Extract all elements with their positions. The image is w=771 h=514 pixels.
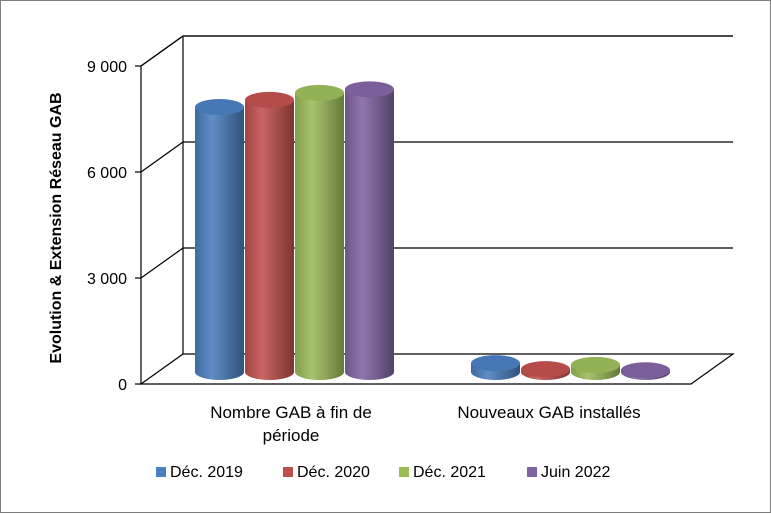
bar-top bbox=[471, 355, 520, 372]
bar-top bbox=[621, 362, 670, 379]
legend-label: Déc. 2021 bbox=[413, 464, 486, 481]
back-wall-edge bbox=[140, 35, 733, 67]
bar bbox=[521, 361, 570, 380]
bar-body bbox=[245, 99, 294, 380]
bar-top bbox=[245, 91, 294, 108]
legend-label: Déc. 2019 bbox=[170, 464, 243, 481]
bar-body bbox=[295, 92, 344, 380]
gridline bbox=[140, 35, 733, 67]
bars bbox=[195, 81, 670, 380]
bar bbox=[345, 81, 394, 380]
y-tick-label: 9 000 bbox=[87, 59, 127, 76]
y-axis-label: Evolution & Extension Réseau GAB bbox=[48, 92, 65, 363]
category-label: Nouveaux GAB installés bbox=[457, 403, 640, 422]
legend-swatch bbox=[399, 467, 409, 477]
y-tick-label: 6 000 bbox=[87, 165, 127, 182]
category-label: période bbox=[263, 426, 320, 445]
legend-item: Juin 2022 bbox=[527, 464, 610, 481]
legend-item: Déc. 2019 bbox=[156, 464, 243, 481]
bar-top bbox=[571, 356, 620, 373]
bar bbox=[245, 91, 294, 380]
y-tick-label: 0 bbox=[118, 377, 127, 394]
bar-top bbox=[195, 99, 244, 115]
gridline bbox=[140, 247, 733, 279]
bar bbox=[295, 84, 344, 380]
bar-body bbox=[345, 89, 394, 380]
bar bbox=[571, 356, 620, 380]
bar bbox=[471, 355, 520, 380]
category-label: Nombre GAB à fin de bbox=[210, 403, 372, 422]
legend-swatch bbox=[527, 467, 537, 477]
x-axis-categories: Nombre GAB à fin de période Nouveaux GAB i… bbox=[210, 403, 640, 445]
y-axis-ticks: 0 3 000 6 000 9 000 bbox=[87, 59, 141, 394]
gridlines bbox=[140, 35, 733, 279]
legend-label: Juin 2022 bbox=[541, 464, 610, 481]
gridline bbox=[140, 141, 733, 173]
bar-top bbox=[345, 81, 394, 98]
bar-top bbox=[521, 361, 570, 378]
legend-swatch bbox=[156, 467, 166, 477]
bar-body bbox=[195, 107, 244, 380]
bar-top bbox=[295, 84, 344, 101]
bar bbox=[195, 99, 244, 380]
y-tick-label: 3 000 bbox=[87, 271, 127, 288]
legend-label: Déc. 2020 bbox=[297, 464, 370, 481]
legend-item: Déc. 2020 bbox=[283, 464, 370, 481]
floor bbox=[139, 353, 735, 385]
legend-item: Déc. 2021 bbox=[399, 464, 486, 481]
bar bbox=[621, 362, 670, 380]
legend-swatch bbox=[283, 467, 293, 477]
legend: Déc. 2019 Déc. 2020 Déc. 2021 Juin 2022 bbox=[156, 464, 610, 481]
